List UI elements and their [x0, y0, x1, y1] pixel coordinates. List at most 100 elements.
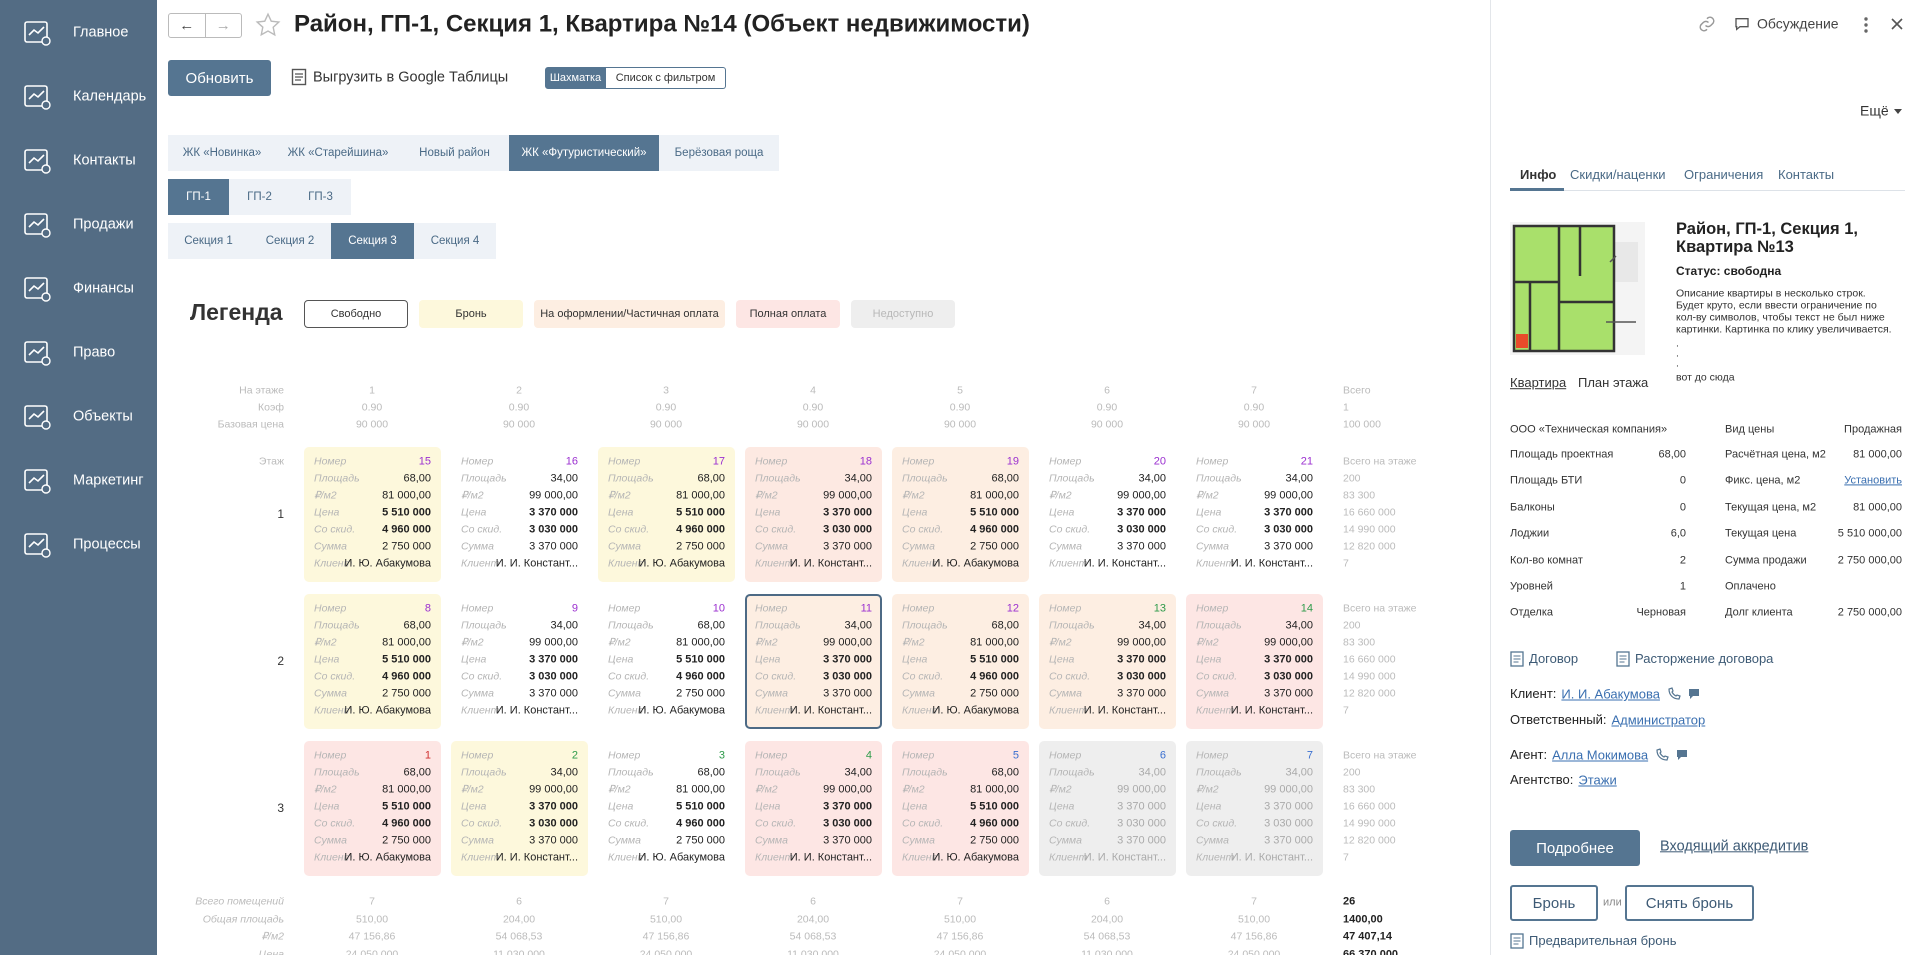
apartment-plan[interactable] [1510, 222, 1645, 355]
apartment-cell[interactable] [1186, 741, 1323, 876]
contact-icons[interactable] [1655, 748, 1689, 762]
field-label: Цена [608, 653, 634, 666]
floor-summary: 7 [1343, 557, 1349, 570]
tab[interactable]: ЖК «Старейшина» [276, 135, 400, 171]
tab[interactable]: Новый район [400, 135, 509, 171]
apartment-cell[interactable] [1039, 447, 1176, 582]
unbook-button[interactable]: Снять бронь [1625, 885, 1754, 921]
discussion-icon[interactable] [1734, 16, 1750, 32]
nav-item[interactable]: Календарь [73, 88, 147, 105]
apartment-cell[interactable] [892, 741, 1029, 876]
field-label: Номер [1196, 455, 1229, 468]
tab[interactable]: ЖК «Футуристический» [509, 135, 659, 171]
tab[interactable]: Берёзовая роща [659, 135, 779, 171]
field-value: 3 370 000 [823, 540, 872, 553]
field-label: Сумма [1196, 687, 1229, 700]
field-value: 3 370 000 [823, 653, 872, 666]
favorite-star[interactable] [255, 12, 281, 38]
person-link[interactable]: Этажи [1578, 772, 1617, 788]
plan-tab[interactable]: План этажа [1578, 375, 1649, 391]
view-toggle[interactable]: Шахматка [545, 67, 606, 89]
field-label: Цена [608, 800, 634, 813]
field-label: Номер [755, 602, 788, 615]
panel-tab[interactable]: Инфо [1520, 167, 1557, 183]
document-link[interactable]: Договор [1529, 651, 1579, 667]
details-button[interactable]: Подробнее [1510, 830, 1640, 866]
person-link[interactable]: И. И. Абакумова [1561, 686, 1660, 702]
apartment-cell[interactable] [1039, 741, 1176, 876]
apartment-cell[interactable] [598, 447, 735, 582]
apartment-cell[interactable] [304, 594, 441, 729]
apartment-cell[interactable] [451, 741, 588, 876]
field-label: Площадь [314, 766, 360, 779]
nav-item[interactable]: Финансы [73, 280, 134, 297]
apartment-cell[interactable] [892, 447, 1029, 582]
tab[interactable]: Секция 4 [414, 223, 496, 259]
apartment-cell[interactable] [598, 594, 735, 729]
panel-tab[interactable]: Контакты [1778, 167, 1835, 183]
nav-item[interactable]: Главное [73, 24, 129, 41]
link-icon[interactable] [1698, 15, 1716, 33]
apartment-cell[interactable] [1039, 594, 1176, 729]
prebook-link[interactable]: Предварительная бронь [1529, 933, 1677, 949]
apartment-status: Статус: свободна [1676, 263, 1782, 278]
nav-item[interactable]: Процессы [73, 536, 141, 553]
plan-tab[interactable]: Квартира [1510, 375, 1567, 391]
apartment-cell[interactable] [745, 741, 882, 876]
field-label: Со скид. [608, 523, 650, 536]
nav-item[interactable]: Объекты [73, 408, 133, 425]
view-toggle[interactable]: Список с фильтром [606, 67, 726, 89]
info-value[interactable]: Установить [1844, 474, 1902, 487]
nav-item[interactable]: Право [73, 344, 116, 361]
person-link[interactable]: Алла Мокимова [1552, 747, 1649, 763]
tab[interactable]: ГП-3 [290, 179, 351, 215]
more-menu[interactable]: Ещё [1860, 102, 1889, 119]
apartment-cell[interactable] [304, 741, 441, 876]
refresh-button[interactable]: Обновить [168, 60, 271, 96]
close-button[interactable] [1890, 17, 1904, 31]
field-value: 3 030 000 [1264, 670, 1313, 683]
tab[interactable]: Секция 1 [168, 223, 249, 259]
info-value: 81 000,00 [1853, 501, 1902, 514]
tab[interactable]: Секция 3 [331, 223, 414, 259]
info-value: 68,00 [1658, 448, 1686, 461]
apartment-cell[interactable] [745, 594, 882, 729]
apartment-cell[interactable] [304, 447, 441, 582]
field-value: 3 370 000 [529, 540, 578, 553]
menu-dots[interactable] [1862, 15, 1870, 35]
back-button[interactable]: ← [169, 14, 206, 37]
nav-item[interactable]: Маркетинг [73, 472, 144, 489]
panel-tab[interactable]: Скидки/наценки [1570, 167, 1666, 183]
forward-button[interactable]: → [215, 17, 231, 34]
field-label: Площадь [755, 472, 801, 485]
tab[interactable]: ЖК «Новинка» [168, 135, 276, 171]
apartment-cell[interactable] [451, 594, 588, 729]
nav-item[interactable]: Продажи [73, 216, 134, 233]
field-label: Клиент [461, 557, 500, 570]
field-value: 34,00 [550, 766, 578, 779]
field-value: 3 030 000 [1117, 817, 1166, 830]
nav-item[interactable]: Контакты [73, 152, 136, 169]
apartment-cell[interactable] [451, 447, 588, 582]
panel-tab[interactable]: Ограничения [1684, 167, 1764, 183]
export-link[interactable]: Выгрузить в Google Таблицы [313, 69, 509, 86]
discussion-link[interactable]: Обсуждение [1757, 15, 1839, 32]
document-link[interactable]: Расторжение договора [1635, 651, 1774, 667]
apartment-cell[interactable] [745, 447, 882, 582]
person-link[interactable]: Администратор [1611, 712, 1706, 728]
page-title: Район, ГП-1, Секция 1, Квартира №14 (Объ… [294, 10, 1030, 38]
contact-icons[interactable] [1667, 687, 1701, 701]
credit-link[interactable]: Входящий аккредитив [1660, 838, 1809, 855]
export-icon [291, 68, 307, 86]
apartment-cell[interactable] [1186, 447, 1323, 582]
tab[interactable]: Секция 2 [249, 223, 331, 259]
tab[interactable]: ГП-2 [229, 179, 290, 215]
floor-summary: 14 990 000 [1343, 523, 1396, 536]
field-value: 81 000,00 [382, 489, 431, 502]
tab[interactable]: ГП-1 [168, 179, 229, 215]
apartment-cell[interactable] [598, 741, 735, 876]
apartment-cell[interactable] [1186, 594, 1323, 729]
book-button[interactable]: Бронь [1510, 885, 1598, 921]
apartment-cell[interactable] [892, 594, 1029, 729]
column-header: 6 [1104, 384, 1110, 397]
